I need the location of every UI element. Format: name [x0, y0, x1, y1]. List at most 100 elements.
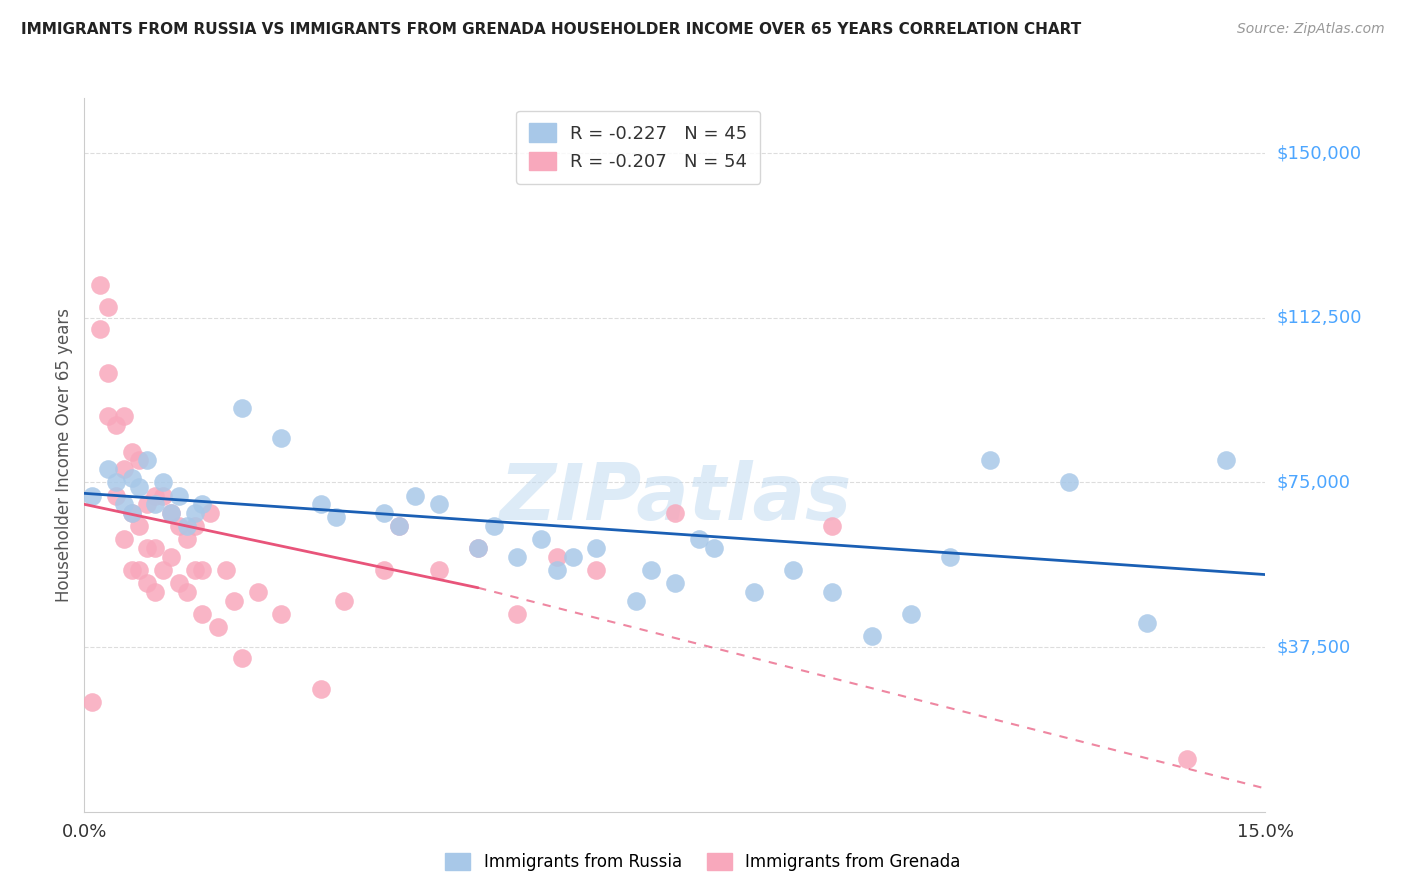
Point [388, 519, 411, 533]
Point [183, 519, 205, 533]
Point [136, 497, 159, 511]
Point [160, 506, 183, 520]
Point [136, 541, 159, 556]
Point [89, 321, 111, 335]
Point [1215, 453, 1237, 467]
Point [176, 585, 198, 599]
Point [112, 497, 135, 511]
Point [703, 541, 725, 556]
Point [222, 594, 245, 608]
Text: $75,000: $75,000 [1277, 474, 1351, 491]
Point [128, 519, 150, 533]
Text: Source: ZipAtlas.com: Source: ZipAtlas.com [1237, 22, 1385, 37]
Point [939, 549, 962, 564]
Text: $112,500: $112,500 [1277, 309, 1362, 326]
Point [152, 475, 174, 490]
Point [742, 585, 765, 599]
Point [467, 541, 489, 556]
Point [309, 681, 332, 696]
Point [782, 563, 804, 577]
Point [128, 480, 150, 494]
Point [176, 533, 198, 547]
Point [121, 471, 143, 485]
Point [167, 519, 190, 533]
Point [467, 541, 489, 556]
Legend: Immigrants from Russia, Immigrants from Grenada: Immigrants from Russia, Immigrants from … [437, 845, 969, 880]
Point [152, 563, 174, 577]
Point [821, 585, 844, 599]
Point [121, 506, 143, 520]
Point [624, 594, 647, 608]
Y-axis label: Householder Income Over 65 years: Householder Income Over 65 years [55, 308, 73, 602]
Point [270, 432, 292, 446]
Point [207, 620, 229, 634]
Point [191, 497, 214, 511]
Point [82, 489, 104, 503]
Point [143, 541, 166, 556]
Point [404, 489, 426, 503]
Point [136, 576, 159, 591]
Point [167, 489, 190, 503]
Point [1175, 752, 1198, 766]
Point [640, 563, 662, 577]
Point [373, 506, 395, 520]
Point [143, 585, 166, 599]
Point [97, 409, 120, 424]
Point [215, 563, 238, 577]
Point [246, 585, 269, 599]
Point [506, 607, 529, 621]
Point [136, 453, 159, 467]
Point [309, 497, 332, 511]
Point [112, 409, 135, 424]
Point [231, 401, 253, 415]
Point [373, 563, 395, 577]
Point [664, 506, 686, 520]
Point [388, 519, 411, 533]
Point [112, 533, 135, 547]
Point [546, 563, 568, 577]
Point [143, 489, 166, 503]
Text: $150,000: $150,000 [1277, 144, 1361, 162]
Point [104, 418, 127, 433]
Point [97, 300, 120, 314]
Point [160, 549, 183, 564]
Point [104, 489, 127, 503]
Point [160, 506, 183, 520]
Point [561, 549, 583, 564]
Point [585, 563, 607, 577]
Point [530, 533, 553, 547]
Point [979, 453, 1001, 467]
Text: IMMIGRANTS FROM RUSSIA VS IMMIGRANTS FROM GRENADA HOUSEHOLDER INCOME OVER 65 YEA: IMMIGRANTS FROM RUSSIA VS IMMIGRANTS FRO… [21, 22, 1081, 37]
Point [664, 576, 686, 591]
Legend: R = -0.227   N = 45, R = -0.207   N = 54: R = -0.227 N = 45, R = -0.207 N = 54 [516, 111, 761, 184]
Point [112, 462, 135, 476]
Point [688, 533, 710, 547]
Point [821, 519, 844, 533]
Point [1136, 615, 1159, 630]
Point [1057, 475, 1080, 490]
Point [427, 497, 450, 511]
Point [585, 541, 607, 556]
Point [270, 607, 292, 621]
Point [183, 563, 205, 577]
Point [121, 444, 143, 458]
Text: ZIPatlas: ZIPatlas [499, 459, 851, 536]
Point [97, 462, 120, 476]
Point [427, 563, 450, 577]
Point [128, 453, 150, 467]
Point [121, 506, 143, 520]
Point [121, 563, 143, 577]
Point [183, 506, 205, 520]
Point [167, 576, 190, 591]
Point [506, 549, 529, 564]
Point [191, 607, 214, 621]
Point [333, 594, 356, 608]
Text: $37,500: $37,500 [1277, 638, 1351, 656]
Point [900, 607, 922, 621]
Point [482, 519, 505, 533]
Point [191, 563, 214, 577]
Point [97, 366, 120, 380]
Point [89, 277, 111, 292]
Point [128, 563, 150, 577]
Point [104, 475, 127, 490]
